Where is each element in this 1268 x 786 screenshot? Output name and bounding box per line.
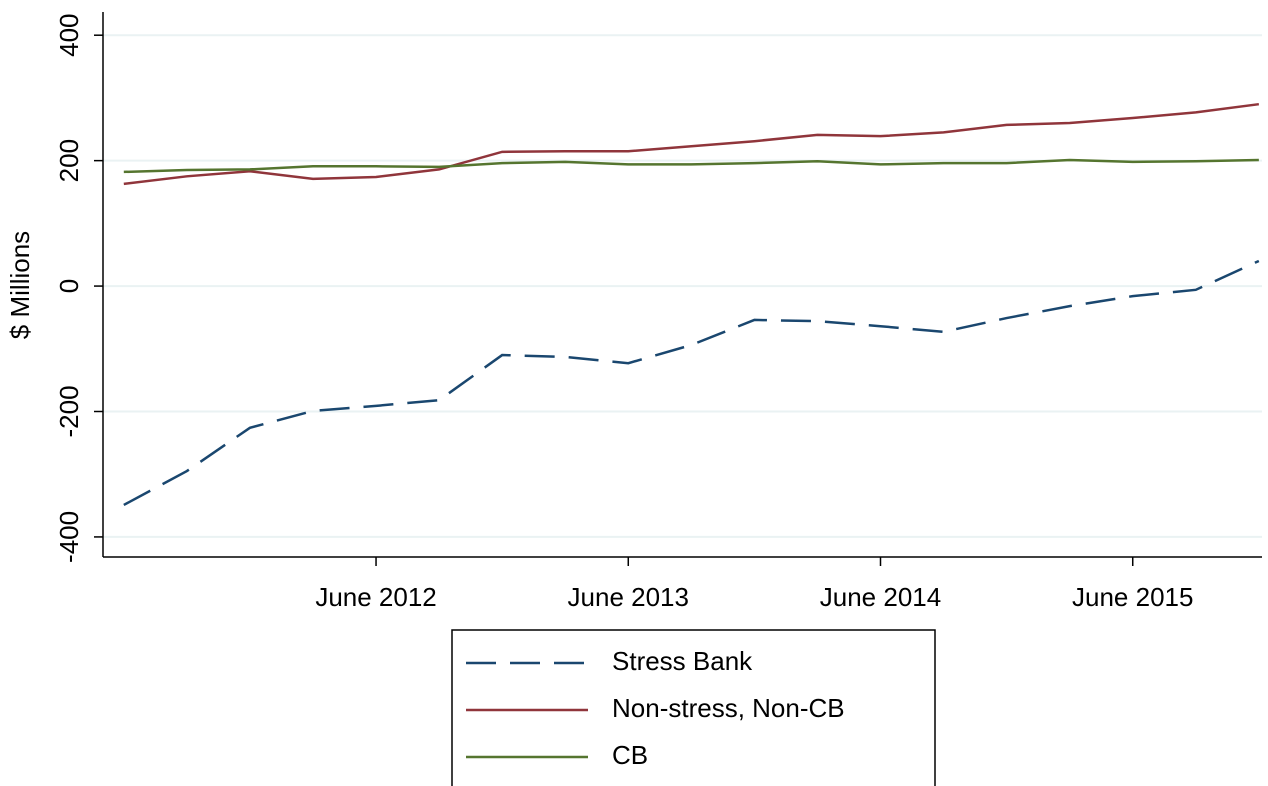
series-line <box>123 259 1260 507</box>
legend-label: CB <box>612 740 648 770</box>
legend-label: Stress Bank <box>612 646 753 676</box>
y-tick-label: 0 <box>54 279 84 293</box>
y-axis-label: $ Millions <box>5 231 35 339</box>
y-tick-label: -200 <box>54 385 84 437</box>
series-line <box>123 102 1260 186</box>
legend-label: Non-stress, Non-CB <box>612 693 845 723</box>
y-tick-label: 400 <box>54 14 84 57</box>
x-tick-label: June 2014 <box>820 582 941 612</box>
y-tick-label: -400 <box>54 511 84 563</box>
x-tick-label: June 2013 <box>568 582 689 612</box>
legend-box <box>451 629 936 786</box>
series-line <box>123 158 1259 174</box>
x-tick-label: June 2015 <box>1072 582 1193 612</box>
x-tick-label: June 2012 <box>315 582 436 612</box>
y-tick-label: 200 <box>54 139 84 182</box>
